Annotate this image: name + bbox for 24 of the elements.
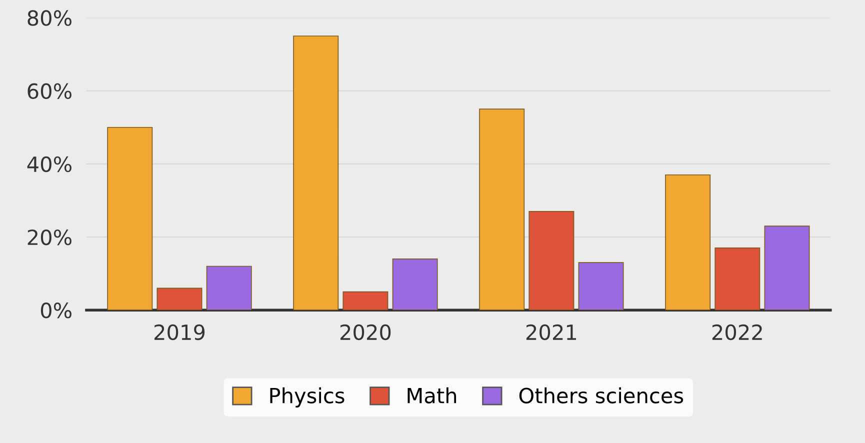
bar	[764, 226, 810, 310]
bar	[528, 211, 574, 310]
y-tick-label: 20%	[28, 229, 72, 246]
y-tick-label: 60%	[28, 83, 72, 100]
bar	[156, 288, 202, 310]
bar	[665, 174, 711, 310]
y-tick-label: 80%	[28, 10, 72, 26]
bar	[342, 291, 388, 310]
bar	[714, 248, 760, 310]
bar	[107, 126, 153, 310]
y-tick-label: 0%	[40, 302, 72, 318]
x-tick-label: 2020	[340, 324, 391, 340]
x-tick-label: 2022	[712, 324, 762, 340]
y-tick-label: 40%	[27, 156, 72, 172]
bar	[479, 108, 525, 310]
x-tick-label: 2019	[154, 324, 205, 340]
bar	[293, 36, 339, 310]
legend-label: Others sciences	[519, 387, 684, 404]
bar	[578, 262, 624, 310]
bar	[392, 258, 438, 310]
legend-label: Physics	[270, 387, 344, 408]
bar	[206, 266, 252, 310]
x-tick-label: 2021	[526, 324, 576, 340]
legend-label: Math	[408, 387, 456, 404]
